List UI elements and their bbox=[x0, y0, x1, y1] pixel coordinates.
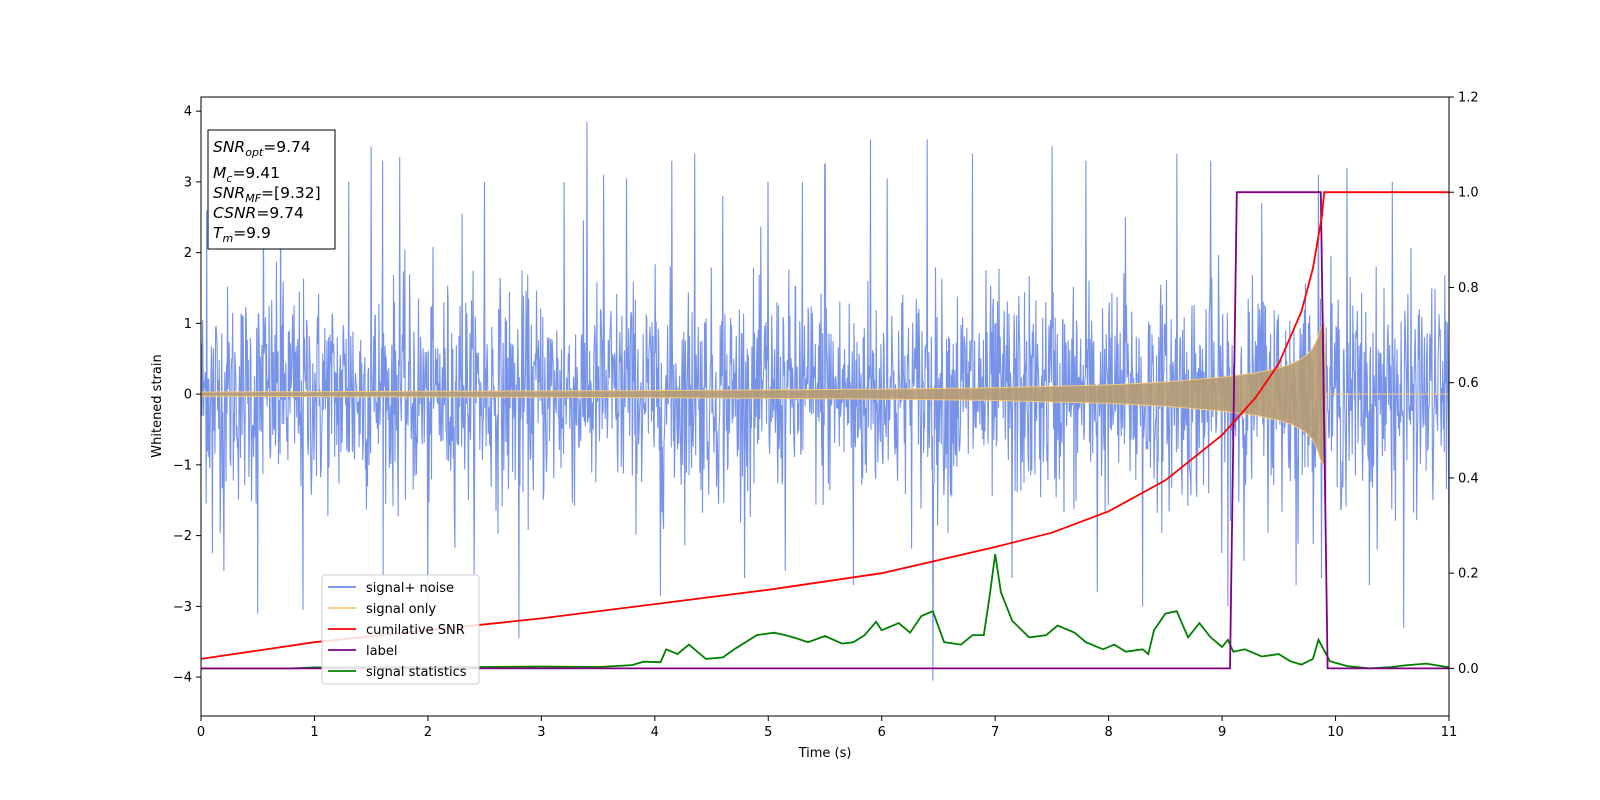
info-box: SNRopt=9.74 Mc=9.41 SNRMF=[9.32] CSNR=9.… bbox=[207, 129, 336, 250]
y-left-tick-label: −2 bbox=[173, 529, 192, 544]
info-tm: Tm=9.9 bbox=[213, 224, 271, 245]
x-axis: 0 1 2 3 4 5 6 7 8 9 10 11 bbox=[197, 716, 1457, 740]
legend-entry: signal statistics bbox=[366, 665, 467, 680]
series-cumulative-snr bbox=[201, 191, 1449, 660]
y-axis-left: 4 3 2 1 0 −1 −2 −3 −4 bbox=[173, 105, 201, 686]
y-left-tick-label: 3 bbox=[184, 175, 192, 190]
info-mc: Mc=9.41 bbox=[213, 164, 280, 185]
x-tick-label: 11 bbox=[1441, 725, 1458, 740]
legend-frame bbox=[321, 574, 480, 685]
x-tick-label: 6 bbox=[878, 725, 886, 740]
y-left-tick-label: −4 bbox=[173, 671, 192, 686]
info-snr-opt: SNRopt=9.74 bbox=[213, 138, 311, 159]
legend-entry: label bbox=[366, 644, 397, 659]
y-left-tick-label: 2 bbox=[184, 246, 192, 261]
plot-area bbox=[201, 121, 1449, 681]
y-left-tick-label: −1 bbox=[173, 458, 192, 473]
legend-entry: signal only bbox=[366, 602, 436, 617]
y-right-tick-label: 0.4 bbox=[1458, 471, 1479, 486]
info-snr-mf: SNRMF=[9.32] bbox=[213, 184, 321, 205]
x-tick-label: 2 bbox=[424, 725, 432, 740]
y-right-tick-label: 1.2 bbox=[1458, 91, 1479, 106]
legend-entry: cumilative SNR bbox=[366, 623, 465, 638]
legend: signal+ noise signal only cumilative SNR la… bbox=[321, 574, 480, 685]
y-axis-right: 1.2 1.0 0.8 0.6 0.4 0.2 0.0 bbox=[1449, 91, 1479, 677]
series-signal-only bbox=[201, 322, 1449, 467]
info-csnr: CSNR=9.74 bbox=[213, 204, 304, 222]
y-axis-label: Whitened strain bbox=[150, 354, 165, 457]
x-tick-label: 1 bbox=[310, 725, 318, 740]
y-right-tick-label: 1.0 bbox=[1458, 186, 1479, 201]
x-tick-label: 0 bbox=[197, 725, 205, 740]
series-label bbox=[201, 191, 1449, 670]
y-right-tick-label: 0.6 bbox=[1458, 376, 1479, 391]
y-left-tick-label: −3 bbox=[173, 600, 192, 615]
y-right-tick-label: 0.0 bbox=[1458, 662, 1479, 677]
y-right-tick-label: 0.8 bbox=[1458, 281, 1479, 296]
x-tick-label: 3 bbox=[537, 725, 545, 740]
x-tick-label: 9 bbox=[1218, 725, 1226, 740]
y-right-tick-label: 0.2 bbox=[1458, 567, 1479, 582]
x-tick-label: 8 bbox=[1104, 725, 1112, 740]
y-left-tick-label: 0 bbox=[184, 388, 192, 403]
x-tick-label: 7 bbox=[991, 725, 999, 740]
x-tick-label: 5 bbox=[764, 725, 772, 740]
x-axis-label: Time (s) bbox=[798, 746, 852, 761]
legend-entry: signal+ noise bbox=[366, 581, 454, 596]
y-left-tick-label: 1 bbox=[184, 317, 192, 332]
x-tick-label: 4 bbox=[651, 725, 659, 740]
y-left-tick-label: 4 bbox=[184, 105, 192, 120]
series-signal-statistics bbox=[201, 553, 1449, 670]
plot-frame bbox=[200, 96, 1450, 717]
x-tick-label: 10 bbox=[1327, 725, 1344, 740]
